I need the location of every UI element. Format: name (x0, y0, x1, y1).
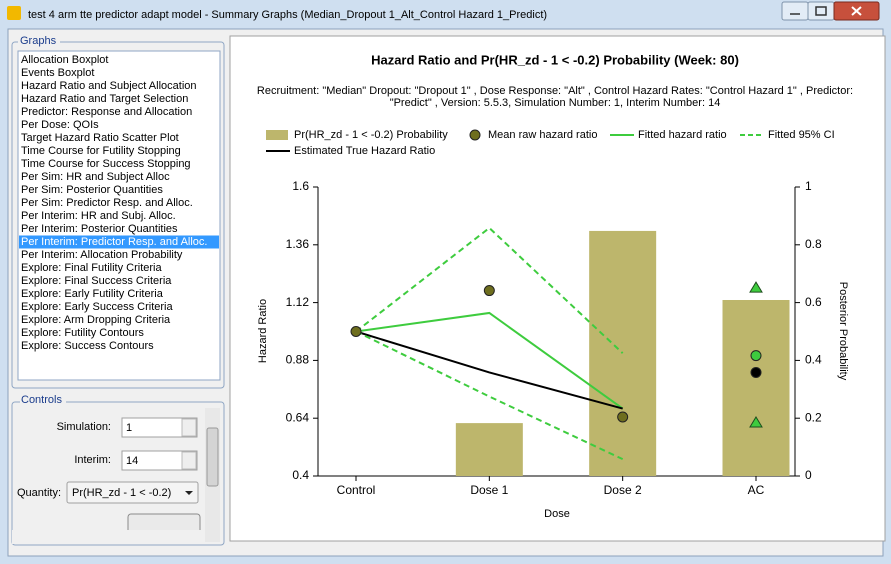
y2-tick-label: 0.2 (805, 410, 822, 424)
y2-tick-label: 0.4 (805, 353, 822, 367)
minimize-button[interactable] (781, 1, 809, 21)
graph-list-item[interactable]: Per Interim: Posterior Quantities (21, 223, 178, 235)
quantity-value[interactable]: Pr(HR_zd - 1 < -0.2) (72, 487, 171, 499)
selected-highlight (19, 235, 219, 249)
interim-label: Interim: (74, 454, 111, 466)
y2-tick-label: 0.8 (805, 237, 822, 251)
y-tick-label: 1.12 (286, 295, 310, 309)
simulation-label: Simulation: (57, 421, 111, 433)
controls-clip (12, 530, 204, 544)
controls-group (11, 401, 225, 546)
chart-title: Hazard Ratio and Pr(HR_zd - 1 < -0.2) Pr… (371, 52, 739, 67)
quantity-dropdown[interactable] (66, 481, 199, 504)
bar (589, 230, 657, 476)
marker-triangle (749, 281, 763, 293)
graph-list-item[interactable]: Per Sim: HR and Subject Alloc (21, 171, 170, 183)
graph-list-item[interactable]: Explore: Early Futility Criteria (21, 288, 164, 300)
graph-list-item[interactable]: Predictor: Response and Allocation (21, 106, 192, 118)
y-tick-label: 0.4 (292, 468, 309, 482)
graph-list-item[interactable]: Target Hazard Ratio Scatter Plot (21, 132, 179, 144)
graphs-list[interactable] (17, 50, 221, 381)
legend-swatch (266, 130, 288, 140)
quantity-label: Quantity: (17, 487, 61, 499)
maximize-button[interactable] (807, 1, 835, 21)
graphs-group (11, 41, 225, 389)
graph-list-item[interactable]: Explore: Final Futility Criteria (21, 262, 162, 274)
graph-list-item[interactable]: Per Interim: Allocation Probability (21, 249, 183, 261)
simulation-spinner[interactable] (181, 418, 197, 437)
legend-label: Pr(HR_zd - 1 < -0.2) Probability (294, 129, 448, 141)
graph-list-item[interactable]: Allocation Boxplot (21, 54, 108, 66)
legend-label: Mean raw hazard ratio (488, 129, 597, 141)
y-tick-label: 1.36 (286, 237, 310, 251)
chart-subtitle: Recruitment: "Median" Dropout: "Dropout … (257, 85, 853, 97)
scrollbar-thumb[interactable] (206, 427, 219, 487)
interim-input[interactable] (121, 450, 198, 471)
series-line (355, 226, 624, 354)
group-label-gap (20, 398, 66, 404)
y2-tick-label: 0.6 (805, 295, 822, 309)
y2-axis-label: Posterior Probability (837, 282, 849, 381)
legend-label: Fitted hazard ratio (638, 129, 727, 141)
window-title: test 4 arm tte predictor adapt model - S… (28, 9, 547, 21)
graph-list-item[interactable]: Events Boxplot (21, 67, 94, 79)
series-line (355, 311, 624, 410)
marker-circle (483, 285, 495, 297)
graph-list-item[interactable]: Explore: Arm Dropping Criteria (21, 314, 171, 326)
bar (722, 299, 790, 476)
y-tick-label: 0.64 (286, 410, 310, 424)
interim-spinner[interactable] (181, 451, 197, 470)
chart-subtitle: "Predict" , Version: 5.5.3, Simulation N… (390, 97, 721, 109)
simulation-value[interactable]: 1 (126, 422, 132, 434)
legend-label: Fitted 95% CI (768, 129, 835, 141)
graph-list-item[interactable]: Hazard Ratio and Target Selection (21, 93, 188, 105)
marker-circle (750, 366, 762, 378)
graph-list-item[interactable]: Explore: Success Contours (21, 340, 154, 352)
close-glyph (851, 6, 862, 16)
bar (455, 423, 523, 476)
graph-list-item[interactable]: Per Interim: HR and Subj. Alloc. (21, 210, 176, 222)
y-tick-label: 0.88 (286, 353, 310, 367)
graph-list-item[interactable]: Per Sim: Posterior Quantities (21, 184, 163, 196)
graph-list-item[interactable]: Per Interim: Predictor Resp. and Alloc. (21, 236, 207, 248)
simulation-input[interactable] (121, 417, 198, 438)
marker-circle (617, 411, 629, 423)
y2-tick-label: 0 (805, 468, 812, 482)
x-tick-label: Control (337, 483, 376, 497)
series-line (355, 330, 623, 410)
x-tick-label: Dose 2 (604, 483, 642, 497)
graph-list-item[interactable]: Per Dose: QOIs (21, 119, 99, 131)
graph-list-item[interactable]: Explore: Final Success Criteria (21, 275, 172, 287)
axis-frame (317, 187, 796, 477)
window-button-glyphs (790, 6, 827, 16)
interim-value[interactable]: 14 (126, 455, 138, 467)
marker-circle (750, 350, 762, 362)
marker-circle (350, 326, 362, 337)
graph-list-item[interactable]: Hazard Ratio and Subject Allocation (21, 80, 197, 92)
y2-tick-label: 1 (805, 179, 812, 193)
graphs-title: Graphs (20, 35, 57, 47)
app-icon (7, 6, 21, 20)
legend-swatch (469, 129, 481, 141)
x-tick-label: Dose 1 (470, 483, 508, 497)
controls-title: Controls (21, 394, 62, 406)
graph-list-item[interactable]: Time Course for Success Stopping (21, 158, 191, 170)
y-tick-label: 1.6 (292, 179, 309, 193)
x-tick-label: AC (748, 483, 765, 497)
legend-label: Estimated True Hazard Ratio (294, 145, 435, 157)
graph-list-item[interactable]: Explore: Futility Contours (21, 327, 144, 339)
x-axis-label: Dose (544, 508, 570, 520)
dropdown-arrow (185, 491, 193, 495)
marker-triangle (749, 416, 763, 428)
graph-list-item[interactable]: Time Course for Futility Stopping (21, 145, 181, 157)
group-label-gap (18, 40, 60, 44)
graph-list-item[interactable]: Explore: Early Success Criteria (21, 301, 173, 313)
graph-list-item[interactable]: Per Sim: Predictor Resp. and Alloc. (21, 197, 193, 209)
y-axis-label: Hazard Ratio (257, 299, 269, 363)
